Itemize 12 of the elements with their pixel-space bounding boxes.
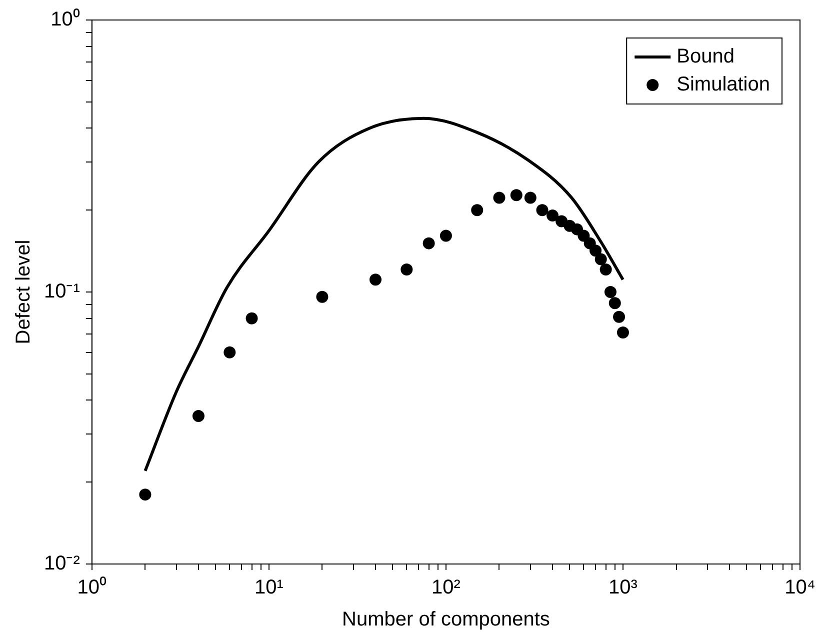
x-axis-title: Number of components bbox=[342, 608, 550, 631]
x-tick-label: 10⁰ bbox=[77, 576, 107, 599]
y-axis-title: Defect level bbox=[12, 240, 35, 344]
y-tick-label: 10⁻² bbox=[44, 552, 80, 575]
x-tick-label: 10¹ bbox=[254, 576, 284, 599]
x-tick-label: 10³ bbox=[608, 576, 638, 599]
x-tick-label: 10² bbox=[432, 576, 461, 599]
legend-label: Bound bbox=[676, 46, 734, 68]
y-tick-label: 10⁻¹ bbox=[44, 280, 80, 303]
legend-label: Simulation bbox=[676, 74, 770, 96]
y-tick-label: 10⁰ bbox=[50, 8, 80, 31]
x-tick-label: 10⁴ bbox=[784, 576, 816, 599]
